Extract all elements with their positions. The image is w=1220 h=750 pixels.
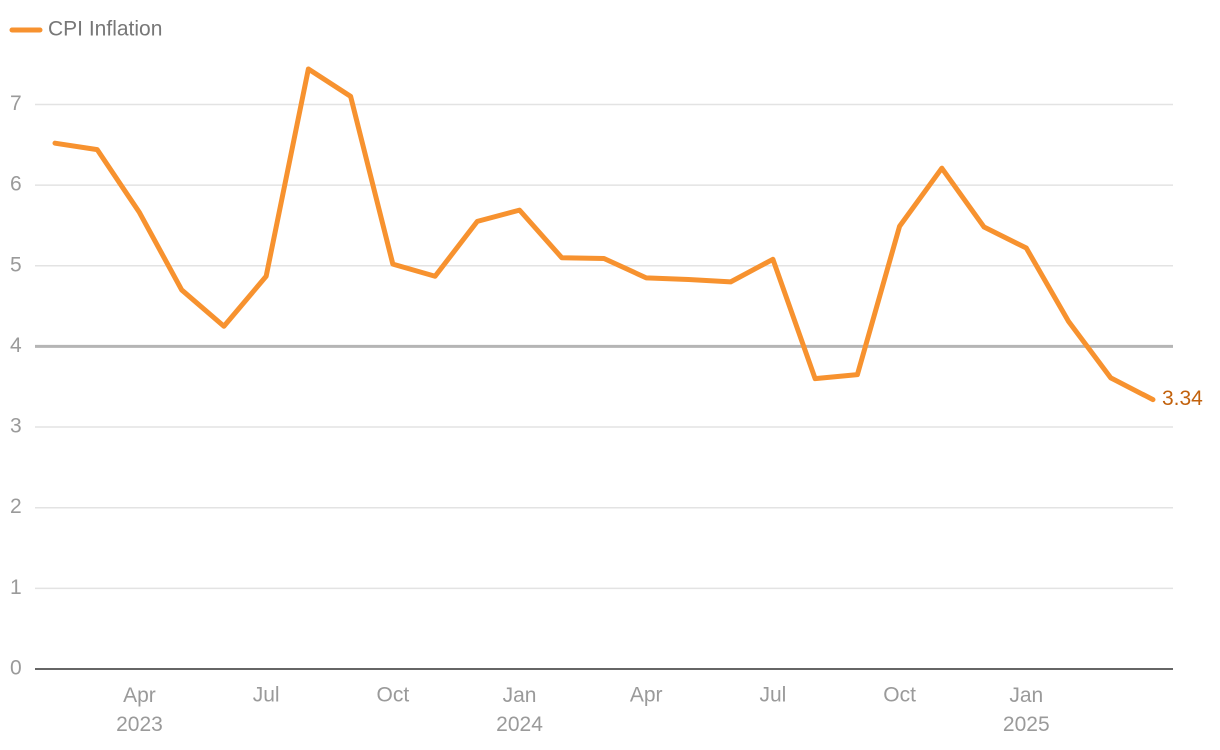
y-tick-label: 5 xyxy=(10,253,22,276)
y-tick-label: 6 xyxy=(10,173,22,196)
y-tick-label: 2 xyxy=(10,495,22,518)
x-tick-label: Apr xyxy=(630,684,663,707)
x-tick-label: Jan 2024 xyxy=(496,684,543,736)
y-tick-label: 0 xyxy=(10,657,22,680)
x-tick-label: Oct xyxy=(377,684,410,707)
data-label: 3.34 xyxy=(1162,387,1203,410)
data-line xyxy=(52,66,1156,403)
x-tick-label: Jul xyxy=(253,684,280,707)
x-tick-label: Jul xyxy=(759,684,786,707)
x-tick-label: Oct xyxy=(883,684,916,707)
x-tick-label: Jan 2025 xyxy=(1003,684,1050,736)
y-tick-label: 7 xyxy=(10,92,22,115)
legend-label: CPI Inflation xyxy=(48,18,162,41)
x-tick-label: Apr 2023 xyxy=(116,684,163,736)
y-tick-label: 3 xyxy=(10,415,22,438)
y-tick-label: 1 xyxy=(10,576,22,599)
y-tick-label: 4 xyxy=(10,334,22,357)
